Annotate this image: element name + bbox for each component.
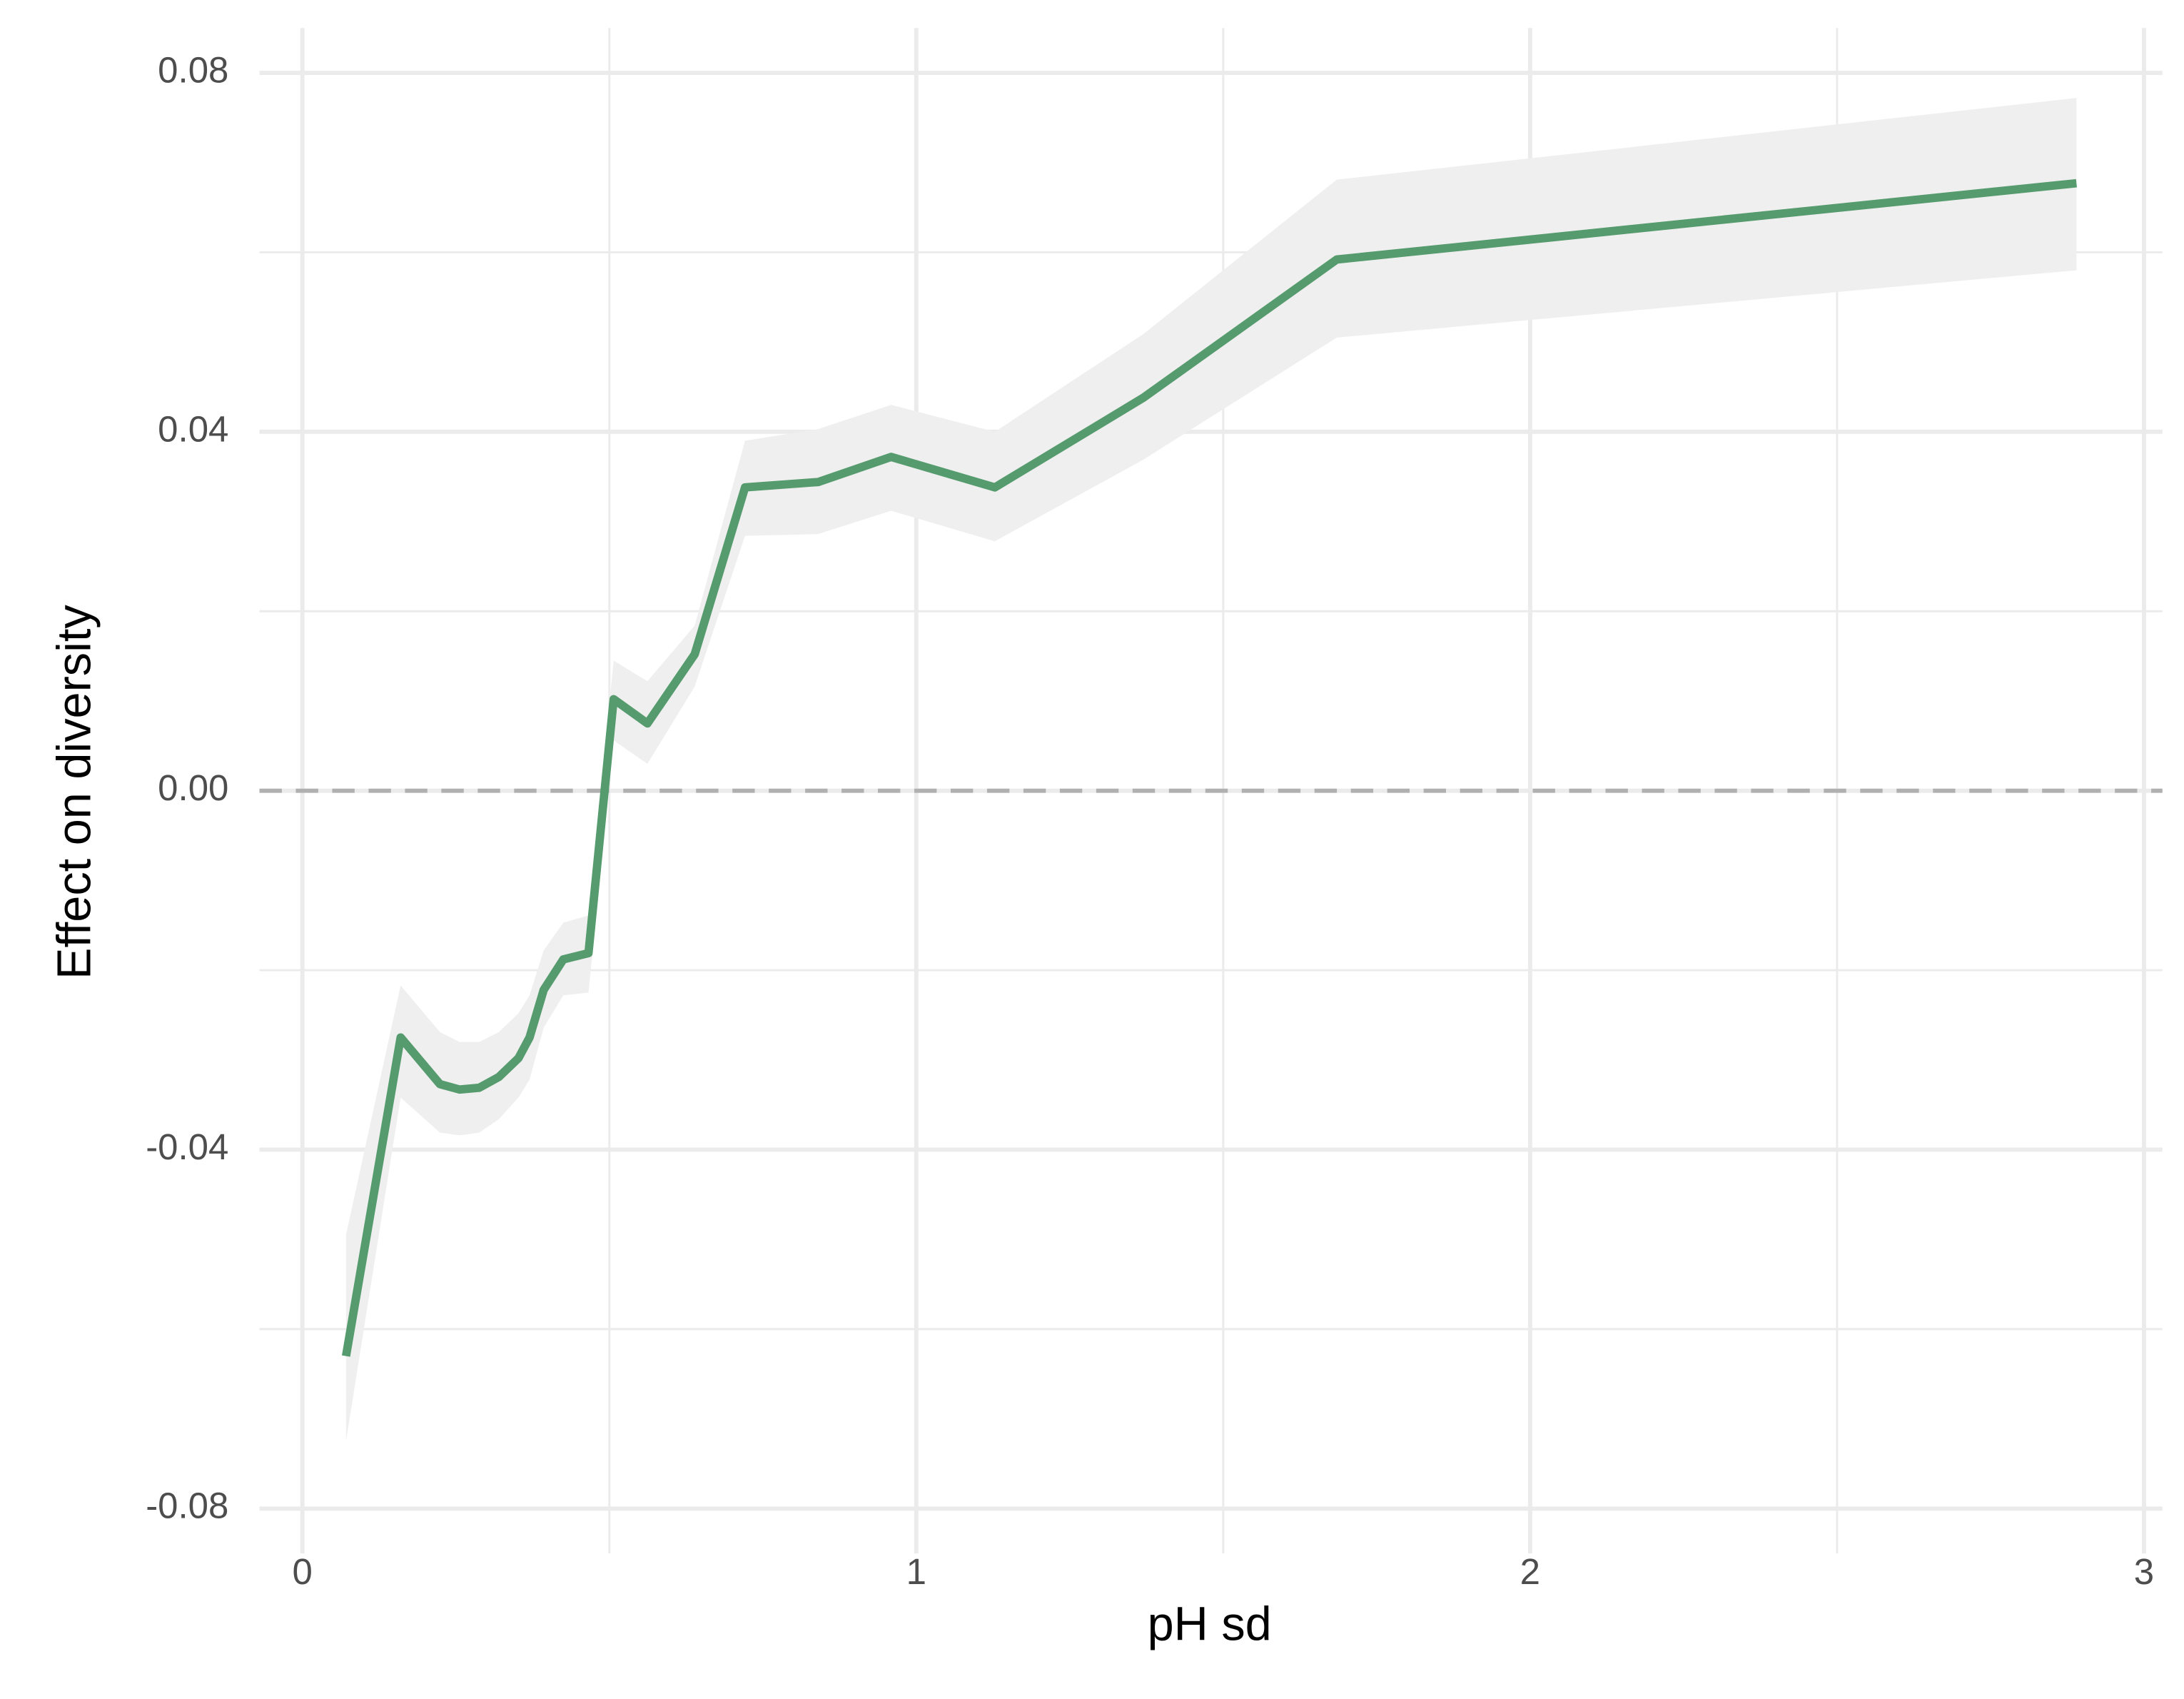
y-tick-label: -0.04	[146, 1126, 228, 1167]
y-tick-label: 0.04	[158, 408, 228, 449]
y-tick-label: 0.00	[158, 767, 228, 808]
x-axis-title: pH sd	[1148, 1598, 1272, 1651]
line	[341, 178, 2077, 1357]
x-tick-label: 0	[293, 1551, 313, 1592]
labels: 0 1 2 3 -0.08 -0.04 0.00 0.04 0.08	[146, 50, 2154, 1593]
x-tick-label: 2	[1520, 1551, 1540, 1592]
x-tick-label: 1	[906, 1551, 926, 1592]
confidence-band	[345, 98, 2077, 1441]
marks	[259, 98, 2163, 1441]
y-axis-title: Effect on diversity	[48, 605, 101, 979]
y-tick-label: -0.08	[146, 1486, 228, 1526]
x-tick-label: 3	[2134, 1551, 2154, 1592]
y-tick-label: 0.08	[158, 50, 228, 91]
